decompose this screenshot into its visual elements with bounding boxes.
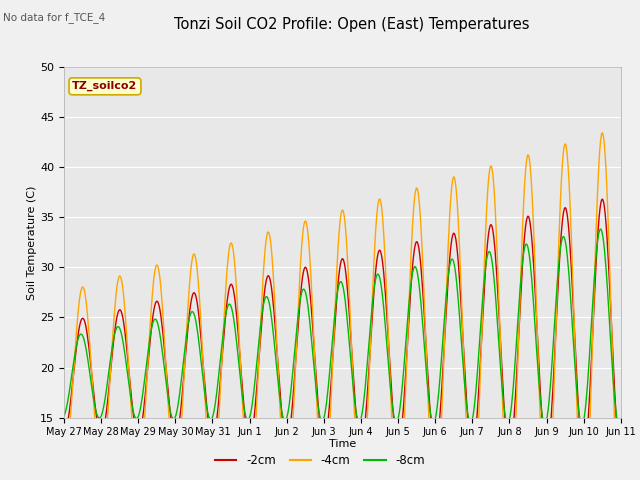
Text: TZ_soilco2: TZ_soilco2 bbox=[72, 81, 138, 92]
Text: Tonzi Soil CO2 Profile: Open (East) Temperatures: Tonzi Soil CO2 Profile: Open (East) Temp… bbox=[174, 17, 530, 32]
Line: -8cm: -8cm bbox=[64, 229, 621, 425]
Text: No data for f_TCE_4: No data for f_TCE_4 bbox=[3, 12, 106, 23]
-2cm bbox=[184, 325, 192, 331]
-4cm bbox=[426, 447, 434, 453]
Line: -4cm: -4cm bbox=[64, 133, 621, 480]
-2cm bbox=[426, 410, 434, 416]
-8cm bbox=[127, 399, 135, 405]
-2cm bbox=[617, 452, 625, 458]
Line: -2cm: -2cm bbox=[64, 199, 621, 455]
Y-axis label: Soil Temperature (C): Soil Temperature (C) bbox=[28, 185, 37, 300]
-4cm bbox=[410, 201, 418, 206]
-2cm bbox=[598, 196, 606, 202]
-2cm bbox=[410, 249, 418, 255]
X-axis label: Time: Time bbox=[329, 439, 356, 449]
-2cm bbox=[60, 430, 68, 435]
-8cm bbox=[410, 264, 418, 270]
-4cm bbox=[598, 130, 606, 136]
-2cm bbox=[214, 412, 221, 418]
-8cm bbox=[616, 422, 623, 428]
-8cm bbox=[214, 385, 221, 391]
-2cm bbox=[127, 394, 135, 399]
-8cm bbox=[60, 413, 68, 419]
-8cm bbox=[426, 409, 434, 415]
-4cm bbox=[70, 362, 78, 368]
Legend: -2cm, -4cm, -8cm: -2cm, -4cm, -8cm bbox=[211, 449, 429, 472]
-4cm bbox=[60, 460, 68, 466]
-2cm bbox=[70, 366, 78, 372]
-8cm bbox=[70, 357, 78, 362]
-4cm bbox=[214, 439, 221, 445]
-8cm bbox=[617, 418, 625, 423]
-8cm bbox=[184, 323, 192, 328]
-4cm bbox=[127, 408, 135, 413]
-8cm bbox=[597, 226, 605, 232]
-4cm bbox=[184, 305, 192, 311]
